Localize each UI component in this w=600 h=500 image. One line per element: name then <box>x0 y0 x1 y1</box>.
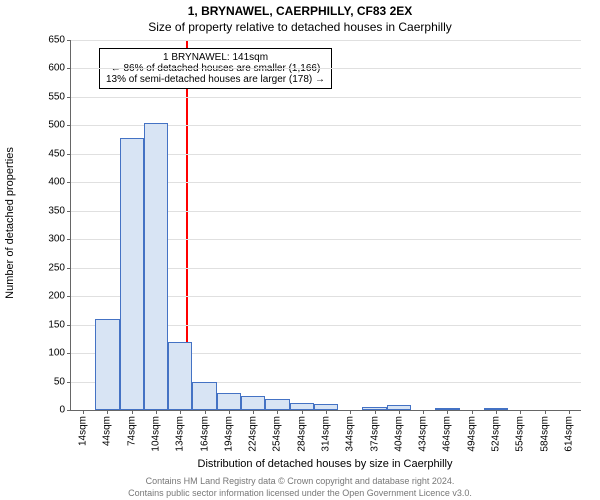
gridline <box>71 68 581 69</box>
histogram-bar <box>435 408 459 410</box>
chart-container: { "header": { "line1": "1, BRYNAWEL, CAE… <box>0 0 600 500</box>
xtick-mark <box>350 410 351 414</box>
info-box-line: 13% of semi-detached houses are larger (… <box>106 74 325 85</box>
gridline <box>71 40 581 41</box>
xtick-mark <box>253 410 254 414</box>
xtick-mark <box>399 410 400 414</box>
xtick-label: 524sqm <box>491 416 502 452</box>
histogram-bar <box>241 396 265 410</box>
histogram-bar <box>484 408 508 410</box>
xtick-mark <box>326 410 327 414</box>
histogram-bar <box>265 399 289 410</box>
xtick-mark <box>132 410 133 414</box>
xtick-label: 284sqm <box>296 416 307 452</box>
ytick-mark <box>67 182 71 183</box>
histogram-bar <box>95 319 119 410</box>
ytick-label: 450 <box>48 148 65 159</box>
ytick-label: 100 <box>48 348 65 359</box>
xtick-label: 344sqm <box>345 416 356 452</box>
page-title: 1, BRYNAWEL, CAERPHILLY, CF83 2EX <box>0 4 600 18</box>
ytick-label: 500 <box>48 120 65 131</box>
ytick-mark <box>67 382 71 383</box>
ytick-mark <box>67 325 71 326</box>
xtick-label: 434sqm <box>418 416 429 452</box>
xtick-label: 104sqm <box>151 416 162 452</box>
xtick-mark <box>277 410 278 414</box>
xtick-label: 404sqm <box>393 416 404 452</box>
ytick-mark <box>67 211 71 212</box>
xtick-label: 494sqm <box>466 416 477 452</box>
xtick-label: 254sqm <box>272 416 283 452</box>
histogram-bar <box>120 138 144 410</box>
histogram-bar <box>168 342 192 410</box>
xtick-mark <box>569 410 570 414</box>
xtick-label: 164sqm <box>199 416 210 452</box>
ytick-label: 350 <box>48 205 65 216</box>
histogram-bar <box>217 393 241 410</box>
ytick-label: 200 <box>48 291 65 302</box>
gridline <box>71 97 581 98</box>
ytick-mark <box>67 268 71 269</box>
ytick-label: 400 <box>48 177 65 188</box>
xtick-mark <box>545 410 546 414</box>
ytick-label: 650 <box>48 35 65 46</box>
xtick-label: 314sqm <box>321 416 332 452</box>
xtick-mark <box>472 410 473 414</box>
xtick-mark <box>302 410 303 414</box>
ytick-label: 250 <box>48 262 65 273</box>
xtick-mark <box>205 410 206 414</box>
xtick-label: 14sqm <box>78 416 89 446</box>
ytick-mark <box>67 125 71 126</box>
ytick-mark <box>67 239 71 240</box>
xtick-label: 224sqm <box>248 416 259 452</box>
ytick-label: 600 <box>48 63 65 74</box>
xtick-label: 44sqm <box>102 416 113 446</box>
x-axis-label: Distribution of detached houses by size … <box>70 458 580 470</box>
xtick-mark <box>423 410 424 414</box>
ytick-mark <box>67 97 71 98</box>
footer-line-1: Contains HM Land Registry data © Crown c… <box>0 476 600 486</box>
histogram-bar <box>192 382 216 410</box>
footer-line-2: Contains public sector information licen… <box>0 488 600 498</box>
ytick-mark <box>67 410 71 411</box>
histogram-bar <box>144 123 168 410</box>
xtick-mark <box>375 410 376 414</box>
plot-area: 1 BRYNAWEL: 141sqm← 86% of detached hous… <box>70 40 581 411</box>
ytick-mark <box>67 353 71 354</box>
xtick-label: 554sqm <box>515 416 526 452</box>
histogram-bar <box>362 407 386 410</box>
xtick-mark <box>520 410 521 414</box>
xtick-label: 374sqm <box>369 416 380 452</box>
xtick-label: 614sqm <box>563 416 574 452</box>
xtick-mark <box>229 410 230 414</box>
xtick-mark <box>156 410 157 414</box>
histogram-bar <box>290 403 314 410</box>
xtick-mark <box>180 410 181 414</box>
xtick-mark <box>107 410 108 414</box>
page-subtitle: Size of property relative to detached ho… <box>0 20 600 34</box>
ytick-label: 550 <box>48 91 65 102</box>
ytick-label: 0 <box>59 405 65 416</box>
xtick-label: 74sqm <box>126 416 137 446</box>
xtick-label: 134sqm <box>175 416 186 452</box>
xtick-label: 464sqm <box>442 416 453 452</box>
xtick-label: 194sqm <box>223 416 234 452</box>
ytick-mark <box>67 296 71 297</box>
ytick-mark <box>67 68 71 69</box>
histogram-bar <box>387 405 411 410</box>
y-axis-label: Number of detached properties <box>4 123 16 323</box>
xtick-mark <box>496 410 497 414</box>
info-box-line: 1 BRYNAWEL: 141sqm <box>106 52 325 63</box>
ytick-label: 150 <box>48 319 65 330</box>
ytick-label: 300 <box>48 234 65 245</box>
ytick-mark <box>67 40 71 41</box>
xtick-mark <box>447 410 448 414</box>
xtick-label: 584sqm <box>539 416 550 452</box>
ytick-mark <box>67 154 71 155</box>
ytick-label: 50 <box>54 376 65 387</box>
histogram-bar <box>314 404 338 410</box>
xtick-mark <box>83 410 84 414</box>
